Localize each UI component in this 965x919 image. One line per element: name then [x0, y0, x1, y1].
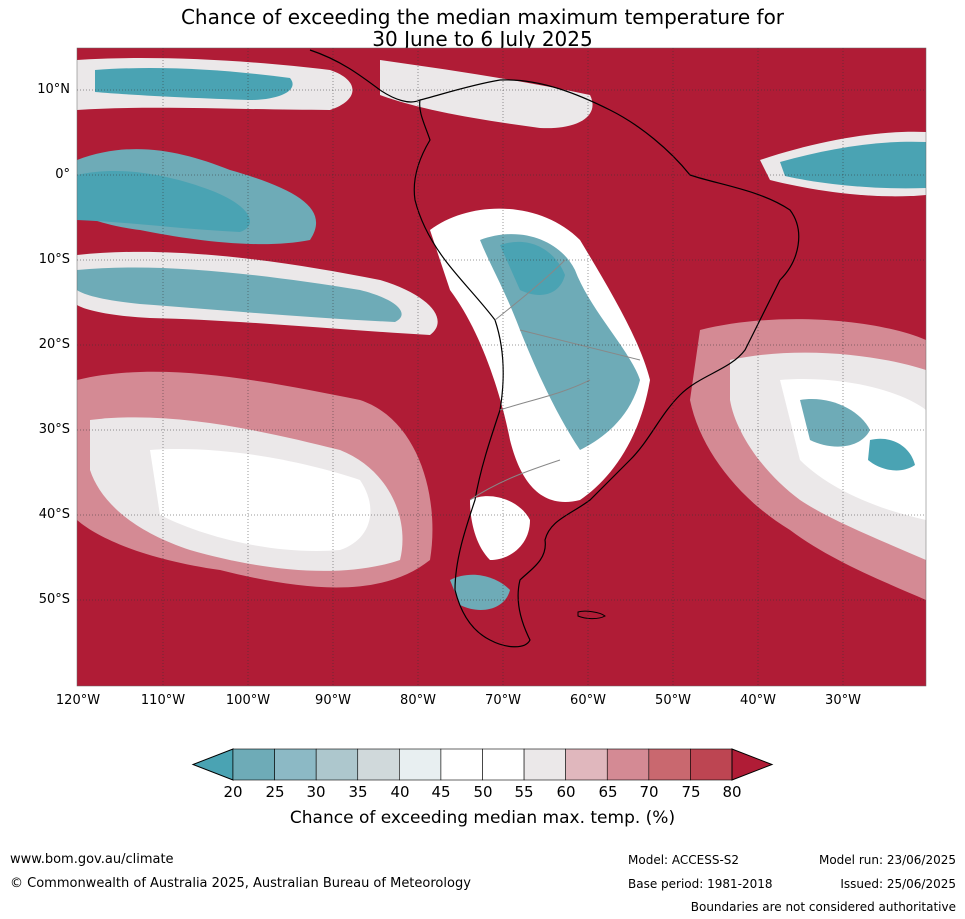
falkland-islands	[577, 610, 606, 620]
lon-label-120w: 120°W	[55, 693, 101, 708]
colorbar-tick-30: 30	[306, 783, 326, 801]
colorbar-swatch	[565, 748, 608, 781]
colorbar-swatch	[315, 748, 359, 781]
colorbar-tick-70: 70	[639, 783, 659, 801]
footer-model-run: Model run: 23/06/2025	[818, 853, 956, 867]
colorbar-arrow-high	[731, 748, 774, 781]
colorbar-swatch	[482, 748, 525, 781]
coastline-south-america	[413, 79, 800, 648]
lat-label-30s: 30°S	[38, 422, 70, 437]
colorbar-label: Chance of exceeding median max. temp. (%…	[289, 808, 676, 828]
lon-label-90w: 90°W	[315, 693, 351, 708]
colorbar-arrow-low	[191, 748, 234, 781]
lat-label-0: 0°	[55, 167, 70, 182]
lat-label-20s: 20°S	[38, 337, 70, 352]
country-borders	[469, 259, 641, 501]
lat-label-40s: 40°S	[38, 507, 70, 522]
band-southeq-teal	[77, 267, 402, 322]
footer-website: www.bom.gov.au/climate	[10, 852, 174, 867]
colorbar-tick-80: 80	[722, 783, 742, 801]
colorbar-swatch	[606, 748, 650, 781]
colorbar-swatch	[357, 748, 400, 781]
coastline-central-america	[309, 49, 421, 103]
colorbar-swatch	[648, 748, 691, 781]
lat-label-10s: 10°S	[38, 252, 70, 267]
lon-label-60w: 60°W	[570, 693, 606, 708]
colorbar-tick-50: 50	[473, 783, 493, 801]
colorbar-swatch	[440, 748, 483, 781]
patch-southatlantic-teal	[800, 399, 870, 447]
patch-atlantic-teal	[780, 141, 926, 189]
footer-issued: Issued: 25/06/2025	[840, 877, 956, 891]
continent-interior-teal-dark	[500, 241, 565, 295]
lon-label-40w: 40°W	[740, 693, 776, 708]
patagonia-teal	[450, 574, 510, 610]
lat-label-10n: 10°N	[37, 82, 70, 97]
colorbar-swatch	[274, 748, 317, 781]
band-southpacific-white	[150, 449, 371, 551]
colorbar-swatch	[399, 748, 442, 781]
colorbar-tick-20: 20	[223, 783, 243, 801]
band-eqpacific-teal-dark	[77, 170, 250, 232]
graticule	[77, 48, 926, 686]
colorbar-tick-75: 75	[681, 783, 701, 801]
footer-base-period: Base period: 1981-2018	[628, 877, 773, 891]
map-subtitle-dates: 30 June to 6 July 2025	[372, 27, 593, 51]
colorbar-tick-65: 65	[598, 783, 618, 801]
colorbar-swatch	[523, 748, 566, 781]
lon-label-50w: 50°W	[655, 693, 691, 708]
band-caribbean-neutral	[380, 60, 593, 129]
colorbar-tick-40: 40	[390, 783, 410, 801]
colorbar-swatch	[232, 748, 275, 781]
footer-disclaimer: Boundaries are not considered authoritat…	[690, 900, 956, 914]
lon-label-30w: 30°W	[825, 693, 861, 708]
footer-model: Model: ACCESS-S2	[628, 853, 740, 867]
lon-label-80w: 80°W	[400, 693, 436, 708]
colorbar-tick-35: 35	[348, 783, 368, 801]
band-north-teal	[95, 67, 293, 100]
footer-copyright: © Commonwealth of Australia 2025, Austra…	[10, 876, 471, 891]
lon-label-100w: 100°W	[225, 693, 271, 708]
colorbar-swatch	[690, 748, 733, 781]
patagonia-white	[470, 496, 530, 560]
colorbar-tick-45: 45	[431, 783, 451, 801]
colorbar-tick-25: 25	[265, 783, 285, 801]
colorbar-swatches	[191, 748, 774, 781]
map-frame	[76, 47, 927, 687]
lon-label-70w: 70°W	[485, 693, 521, 708]
patch-southatlantic-teal-2	[868, 438, 915, 471]
lat-label-50s: 50°S	[38, 592, 70, 607]
map-title: Chance of exceeding the median maximum t…	[180, 5, 785, 29]
colorbar-tick-60: 60	[556, 783, 576, 801]
lon-label-110w: 110°W	[140, 693, 186, 708]
colorbar-tick-55: 55	[514, 783, 534, 801]
